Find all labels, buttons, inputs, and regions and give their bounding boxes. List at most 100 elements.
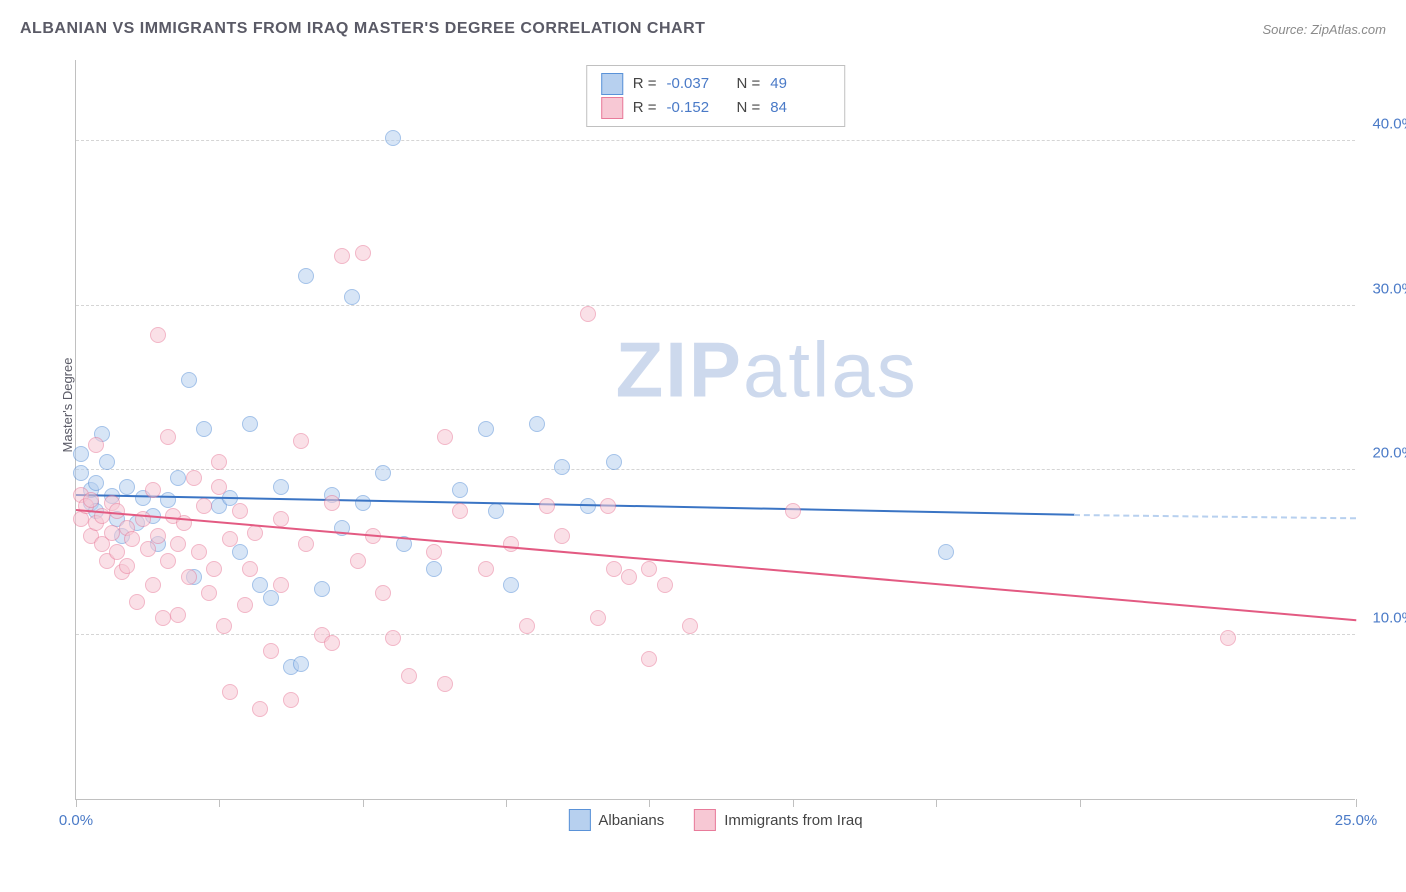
scatter-point — [293, 656, 309, 672]
n-value: 49 — [770, 72, 830, 96]
scatter-point — [554, 528, 570, 544]
scatter-point — [682, 618, 698, 634]
y-axis-label: Master's Degree — [60, 358, 75, 453]
scatter-point — [621, 569, 637, 585]
scatter-point — [350, 553, 366, 569]
y-tick-label: 40.0% — [1372, 116, 1406, 133]
series-legend-label: Immigrants from Iraq — [724, 812, 862, 829]
scatter-point — [170, 536, 186, 552]
scatter-point — [298, 268, 314, 284]
n-label: N = — [737, 72, 761, 96]
y-tick-label: 10.0% — [1372, 609, 1406, 626]
scatter-point — [140, 541, 156, 557]
scatter-point — [160, 553, 176, 569]
scatter-point — [237, 597, 253, 613]
r-value: -0.152 — [667, 96, 727, 120]
correlation-legend: R =-0.037N =49R =-0.152N =84 — [586, 65, 846, 127]
y-tick-label: 30.0% — [1372, 280, 1406, 297]
x-tick — [506, 799, 507, 807]
regression-line-dash — [1074, 514, 1356, 519]
legend-swatch — [694, 809, 716, 831]
scatter-point — [191, 544, 207, 560]
source-attribution: Source: ZipAtlas.com — [1262, 22, 1386, 37]
series-legend-label: Albanians — [598, 812, 664, 829]
series-legend-item: Albanians — [568, 809, 664, 831]
x-tick — [1080, 799, 1081, 807]
scatter-point — [242, 561, 258, 577]
scatter-point — [314, 581, 330, 597]
scatter-point — [206, 561, 222, 577]
x-tick — [76, 799, 77, 807]
scatter-point — [88, 437, 104, 453]
plot-area: ZIPatlas R =-0.037N =49R =-0.152N =84 Al… — [75, 60, 1355, 800]
scatter-point — [519, 618, 535, 634]
scatter-point — [355, 245, 371, 261]
scatter-point — [503, 536, 519, 552]
watermark: ZIPatlas — [616, 325, 918, 416]
scatter-point — [247, 525, 263, 541]
chart-title: ALBANIAN VS IMMIGRANTS FROM IRAQ MASTER'… — [20, 20, 705, 38]
scatter-point — [104, 525, 120, 541]
scatter-point — [344, 289, 360, 305]
scatter-point — [641, 561, 657, 577]
scatter-point — [211, 454, 227, 470]
scatter-point — [196, 421, 212, 437]
scatter-point — [283, 692, 299, 708]
gridline — [76, 634, 1355, 635]
scatter-point — [150, 528, 166, 544]
scatter-point — [385, 630, 401, 646]
scatter-point — [1220, 630, 1236, 646]
scatter-point — [160, 429, 176, 445]
scatter-point — [590, 610, 606, 626]
scatter-point — [129, 594, 145, 610]
scatter-point — [437, 429, 453, 445]
scatter-point — [242, 416, 258, 432]
n-label: N = — [737, 96, 761, 120]
scatter-point — [580, 306, 596, 322]
legend-swatch — [601, 97, 623, 119]
scatter-point — [600, 498, 616, 514]
scatter-point — [273, 479, 289, 495]
scatter-point — [263, 643, 279, 659]
scatter-point — [641, 651, 657, 667]
correlation-legend-row: R =-0.037N =49 — [601, 72, 831, 96]
scatter-point — [88, 475, 104, 491]
scatter-point — [263, 590, 279, 606]
scatter-point — [375, 585, 391, 601]
scatter-point — [580, 498, 596, 514]
x-tick — [649, 799, 650, 807]
scatter-point — [657, 577, 673, 593]
scatter-point — [216, 618, 232, 634]
scatter-point — [437, 676, 453, 692]
scatter-point — [186, 470, 202, 486]
x-tick — [363, 799, 364, 807]
legend-swatch — [568, 809, 590, 831]
scatter-point — [503, 577, 519, 593]
scatter-point — [170, 470, 186, 486]
scatter-point — [222, 684, 238, 700]
scatter-point — [160, 492, 176, 508]
gridline — [76, 469, 1355, 470]
scatter-point — [452, 482, 468, 498]
scatter-point — [375, 465, 391, 481]
scatter-point — [150, 327, 166, 343]
gridline — [76, 305, 1355, 306]
scatter-point — [232, 503, 248, 519]
scatter-point — [539, 498, 555, 514]
scatter-point — [181, 372, 197, 388]
scatter-point — [324, 495, 340, 511]
scatter-point — [170, 607, 186, 623]
x-tick — [1356, 799, 1357, 807]
gridline — [76, 140, 1355, 141]
x-tick — [219, 799, 220, 807]
scatter-point — [488, 503, 504, 519]
x-tick — [793, 799, 794, 807]
scatter-point — [529, 416, 545, 432]
scatter-point — [145, 482, 161, 498]
scatter-point — [181, 569, 197, 585]
n-value: 84 — [770, 96, 830, 120]
series-legend-item: Immigrants from Iraq — [694, 809, 862, 831]
scatter-point — [785, 503, 801, 519]
scatter-point — [83, 492, 99, 508]
series-legend: Albanians Immigrants from Iraq — [568, 809, 862, 831]
